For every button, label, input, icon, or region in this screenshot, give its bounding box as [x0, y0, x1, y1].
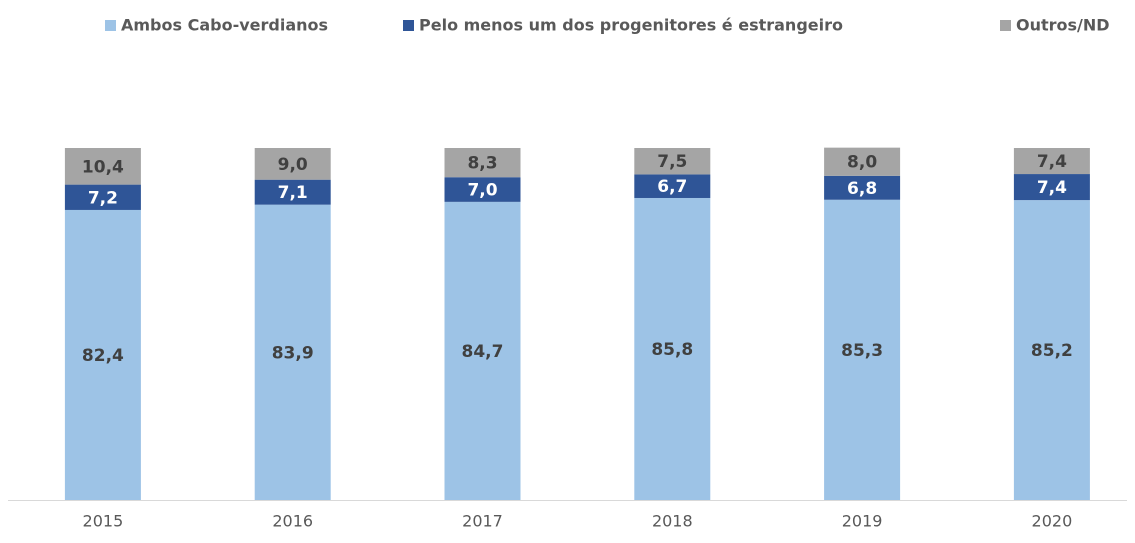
data-label: 7,4 [1037, 178, 1067, 198]
data-label: 83,9 [272, 343, 314, 363]
bar-segment [1013, 148, 1090, 175]
bar-segment [1013, 174, 1090, 201]
data-label: 9,0 [278, 155, 308, 175]
data-label: 85,2 [1031, 341, 1073, 361]
x-tick-label: 2016 [272, 512, 313, 531]
bar-segment [824, 147, 901, 176]
data-label: 8,3 [467, 154, 497, 174]
bar-segment [254, 148, 331, 180]
bar-segment [634, 174, 711, 198]
data-label: 6,8 [847, 179, 877, 199]
bar-segment [444, 177, 521, 202]
bar-segment [824, 199, 901, 500]
data-label: 85,3 [841, 341, 883, 361]
data-label: 7,4 [1037, 152, 1067, 172]
bar-segment [254, 204, 331, 500]
data-label: 10,4 [82, 157, 124, 177]
bar-segment [444, 201, 521, 500]
data-label: 7,5 [657, 152, 687, 172]
bar-segment [444, 148, 521, 178]
x-tick-label: 2019 [842, 512, 883, 531]
data-label: 6,7 [657, 177, 687, 197]
bar-segment [824, 175, 901, 200]
x-tick-label: 2015 [83, 512, 124, 531]
legend-label: Ambos Cabo-verdianos [121, 16, 328, 35]
bar-segment [254, 179, 331, 205]
x-tick-label: 2017 [462, 512, 503, 531]
legend-swatch [1000, 20, 1011, 31]
legend-swatch [403, 20, 414, 31]
legend-swatch [105, 20, 116, 31]
data-label: 85,8 [651, 340, 693, 360]
bar-segment [1013, 200, 1090, 500]
legend-label: Outros/ND [1016, 16, 1110, 35]
data-label: 7,0 [467, 181, 497, 201]
bar-segment [634, 148, 711, 175]
data-label: 8,0 [847, 153, 877, 173]
bar-segment [64, 148, 141, 185]
data-label: 84,7 [462, 342, 504, 362]
bar-segment [64, 209, 141, 500]
data-label: 7,1 [278, 183, 308, 203]
x-tick-label: 2018 [652, 512, 693, 531]
legend-label: Pelo menos um dos progenitores é estrang… [419, 16, 843, 35]
data-label: 7,2 [88, 188, 118, 208]
data-label: 82,4 [82, 346, 124, 366]
x-tick-label: 2020 [1032, 512, 1073, 531]
bar-segment [634, 197, 711, 500]
bar-segment [64, 184, 141, 210]
